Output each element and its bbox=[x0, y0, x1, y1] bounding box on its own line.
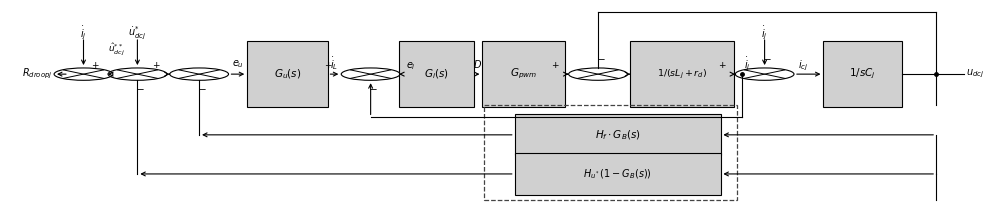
Text: $\dot{i}_{j}$: $\dot{i}_{j}$ bbox=[80, 24, 87, 42]
Text: +: + bbox=[324, 61, 331, 70]
Text: $D$: $D$ bbox=[473, 58, 482, 70]
Text: $e_i$: $e_i$ bbox=[406, 60, 416, 72]
Text: +: + bbox=[718, 61, 725, 70]
Bar bbox=[515, 114, 720, 155]
Bar bbox=[482, 41, 565, 107]
Text: $G_i(s)$: $G_i(s)$ bbox=[424, 67, 449, 81]
Text: +: + bbox=[551, 61, 559, 70]
Text: $u_{dcj}$: $u_{dcj}$ bbox=[966, 68, 984, 80]
Text: +: + bbox=[91, 61, 98, 70]
Text: $\dot{i}_{L}$: $\dot{i}_{L}$ bbox=[330, 55, 338, 72]
Text: $H_f\cdot G_B(s)$: $H_f\cdot G_B(s)$ bbox=[595, 128, 641, 142]
Text: $i_{cj}$: $i_{cj}$ bbox=[798, 59, 808, 73]
Bar bbox=[630, 41, 734, 107]
Text: $H_{u^*}(1-G_B(s))$: $H_{u^*}(1-G_B(s))$ bbox=[583, 167, 652, 181]
Text: −: − bbox=[198, 85, 206, 96]
Text: $\hat{u}^{**}_{dcj}$: $\hat{u}^{**}_{dcj}$ bbox=[108, 42, 125, 57]
Bar bbox=[484, 105, 737, 200]
Text: $R_{droopj}$: $R_{droopj}$ bbox=[22, 67, 52, 81]
Text: $\dot{i}_{j}$: $\dot{i}_{j}$ bbox=[761, 24, 768, 42]
Bar bbox=[399, 41, 474, 107]
Text: −: − bbox=[763, 55, 772, 65]
Text: $1/sC_j$: $1/sC_j$ bbox=[849, 67, 876, 81]
Bar bbox=[823, 41, 902, 107]
Text: −: − bbox=[136, 85, 145, 96]
Text: $e_u$: $e_u$ bbox=[232, 58, 244, 70]
Text: $G_{pwm}$: $G_{pwm}$ bbox=[510, 67, 537, 81]
Text: +: + bbox=[152, 61, 160, 70]
Bar bbox=[515, 153, 720, 194]
Text: $G_u(s)$: $G_u(s)$ bbox=[274, 67, 301, 81]
Text: −: − bbox=[597, 55, 605, 65]
Text: −: − bbox=[369, 85, 378, 96]
Bar bbox=[247, 41, 328, 107]
Text: $\dot{i}_{j}$: $\dot{i}_{j}$ bbox=[744, 55, 751, 73]
Text: $\dot{u}^{*}_{dcj}$: $\dot{u}^{*}_{dcj}$ bbox=[128, 24, 147, 42]
Text: $1/(sL_j+r_d)$: $1/(sL_j+r_d)$ bbox=[657, 68, 707, 81]
